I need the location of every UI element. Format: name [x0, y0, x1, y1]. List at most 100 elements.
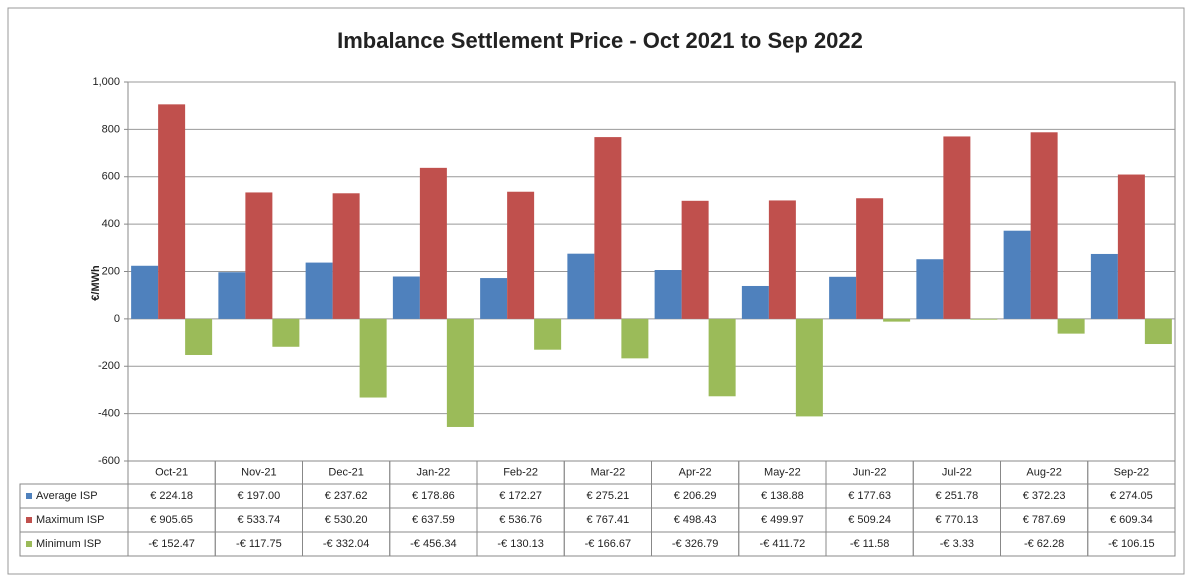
bar — [131, 265, 159, 319]
table-value: € 206.29 — [674, 490, 717, 502]
y-tick-label: -200 — [98, 360, 120, 372]
table-value: € 770.13 — [935, 514, 978, 526]
bar — [943, 136, 971, 319]
bar — [507, 191, 535, 319]
y-tick-label: 400 — [102, 218, 120, 230]
y-tick-label: 800 — [102, 123, 120, 135]
bar — [419, 167, 447, 319]
table-value: € 498.43 — [674, 514, 717, 526]
bar — [795, 318, 823, 417]
table-value: -€ 3.33 — [940, 538, 974, 550]
table-value: -€ 332.04 — [323, 538, 369, 550]
bar — [883, 318, 911, 322]
table-value: € 536.76 — [499, 514, 542, 526]
legend-label: Minimum ISP — [36, 538, 101, 550]
table-value: -€ 411.72 — [760, 538, 806, 550]
bar — [446, 318, 474, 427]
legend-label: Average ISP — [36, 490, 98, 502]
x-tick-label: Jun-22 — [853, 466, 887, 478]
table-value: € 509.24 — [848, 514, 891, 526]
table-value: € 138.88 — [761, 490, 804, 502]
bar — [594, 137, 622, 319]
table-value: € 178.86 — [412, 490, 455, 502]
x-tick-label: May-22 — [764, 466, 801, 478]
legend-label: Maximum ISP — [36, 514, 104, 526]
table-cell — [1087, 531, 1176, 557]
y-tick-label: 0 — [114, 313, 120, 325]
bar — [916, 259, 944, 319]
bar — [1144, 318, 1172, 345]
table-value: -€ 166.67 — [585, 538, 631, 550]
y-tick-label: 600 — [102, 171, 120, 183]
table-value: € 609.34 — [1110, 514, 1153, 526]
bar — [359, 318, 387, 398]
table-value: -€ 152.47 — [148, 538, 194, 550]
bar — [708, 318, 736, 397]
bar — [654, 270, 682, 319]
bar — [970, 318, 998, 320]
table-value: € 197.00 — [237, 490, 280, 502]
bar — [305, 262, 333, 319]
bar — [621, 318, 649, 359]
table-value: -€ 456.34 — [410, 538, 456, 550]
y-tick-label: 1,000 — [92, 76, 120, 88]
table-value: -€ 11.58 — [850, 538, 890, 550]
x-tick-label: Dec-21 — [328, 466, 363, 478]
table-value: € 237.62 — [325, 490, 368, 502]
table-value: € 905.65 — [150, 514, 193, 526]
table-value: -€ 62.28 — [1024, 538, 1064, 550]
bar — [1030, 132, 1058, 319]
x-tick-label: Oct-21 — [155, 466, 188, 478]
y-tick-label: 200 — [102, 265, 120, 277]
y-tick-label: -400 — [98, 408, 120, 420]
x-tick-label: Apr-22 — [679, 466, 712, 478]
table-value: € 224.18 — [150, 490, 193, 502]
bar — [392, 276, 420, 319]
x-tick-label: Feb-22 — [503, 466, 538, 478]
x-tick-label: Jul-22 — [942, 466, 972, 478]
table-value: -€ 130.13 — [497, 538, 543, 550]
bar — [1003, 230, 1031, 319]
table-value: € 767.41 — [586, 514, 629, 526]
table-value: € 274.05 — [1110, 490, 1153, 502]
bar — [332, 193, 360, 319]
table-value: -€ 106.15 — [1108, 538, 1154, 550]
bar — [218, 272, 246, 319]
table-value: € 177.63 — [848, 490, 891, 502]
table-value: € 499.97 — [761, 514, 804, 526]
bar — [741, 285, 769, 319]
bar — [768, 200, 796, 319]
legend-swatch — [26, 517, 32, 523]
table-value: € 172.27 — [499, 490, 542, 502]
x-tick-label: Aug-22 — [1026, 466, 1061, 478]
bar — [1090, 253, 1118, 319]
bar — [681, 200, 709, 319]
x-tick-label: Jan-22 — [417, 466, 451, 478]
x-tick-label: Sep-22 — [1114, 466, 1149, 478]
table-value: € 533.74 — [237, 514, 280, 526]
table-value: -€ 117.75 — [236, 538, 282, 550]
legend-swatch — [26, 493, 32, 499]
bar — [829, 276, 857, 319]
bar — [856, 198, 884, 319]
bar — [272, 318, 300, 347]
bar — [1057, 318, 1085, 334]
bar — [158, 104, 186, 319]
x-tick-label: Nov-21 — [241, 466, 276, 478]
x-tick-label: Mar-22 — [590, 466, 625, 478]
y-tick-label: -600 — [98, 455, 120, 467]
table-value: € 251.78 — [935, 490, 978, 502]
table-value: € 787.69 — [1023, 514, 1066, 526]
bar — [245, 192, 273, 319]
bar — [185, 318, 213, 355]
y-axis-label: €/MWh — [90, 265, 102, 301]
table-value: € 275.21 — [586, 490, 629, 502]
table-value: € 530.20 — [325, 514, 368, 526]
bar — [480, 278, 508, 319]
bar — [534, 318, 562, 350]
bar — [1117, 174, 1145, 319]
table-value: € 372.23 — [1023, 490, 1066, 502]
table-value: € 637.59 — [412, 514, 455, 526]
legend-swatch — [26, 541, 32, 547]
